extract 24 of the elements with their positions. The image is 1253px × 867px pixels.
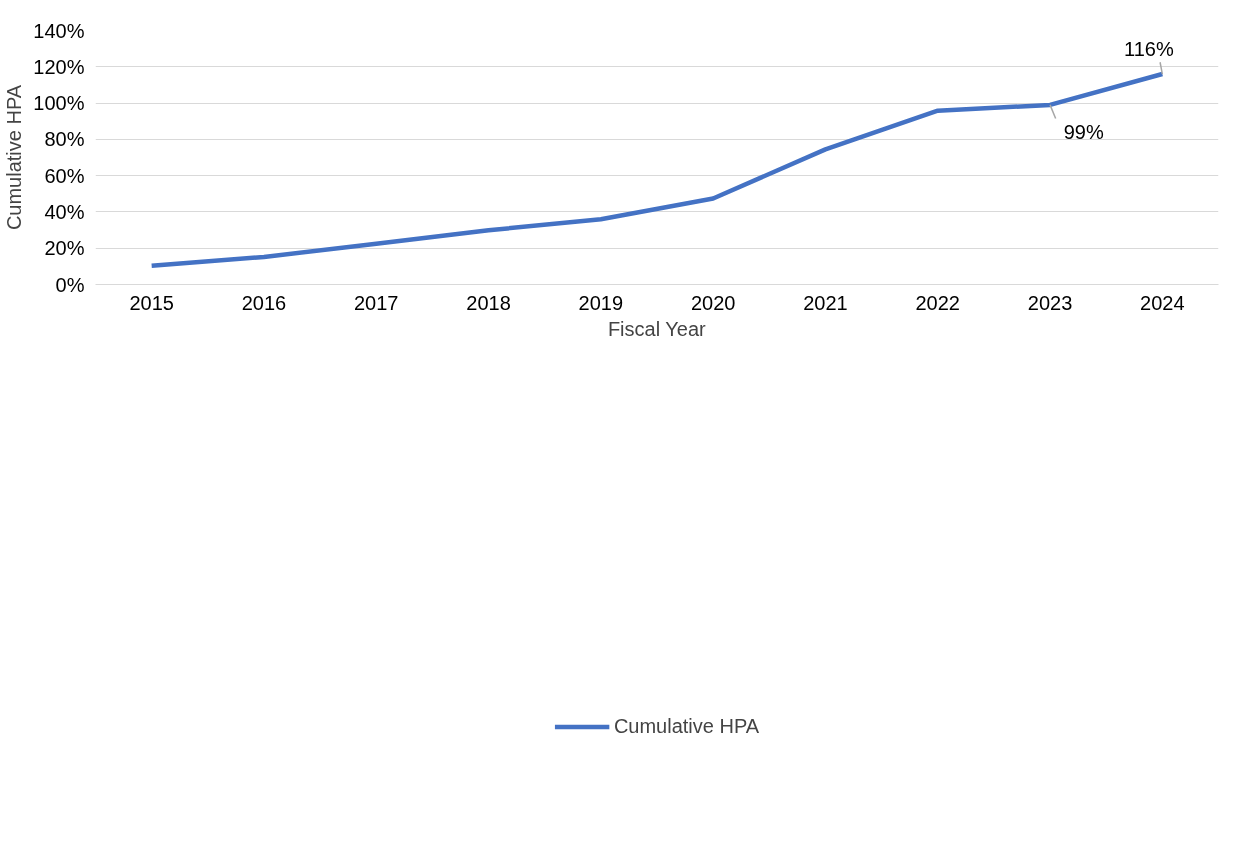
y-tick-label: 120% [33, 55, 85, 78]
data-label: 99% [1063, 121, 1104, 144]
y-tick-label: 40% [44, 200, 85, 223]
x-tick-label: 2016 [241, 291, 287, 314]
x-tick-label: 2017 [354, 291, 399, 314]
y-tick-label: 140% [33, 19, 85, 42]
y-tick-label: 20% [44, 237, 85, 260]
x-tick-label: 2020 [690, 291, 736, 314]
x-tick-label: 2019 [578, 291, 624, 314]
x-tick-label: 2024 [1140, 291, 1185, 314]
y-tick-label: 100% [33, 92, 85, 115]
y-tick-label: 80% [44, 128, 85, 151]
y-tick-label: 60% [44, 164, 85, 187]
y-axis-title: Cumulative HPA [3, 84, 26, 231]
x-tick-label: 2023 [1027, 291, 1073, 314]
line-series [149, 71, 1165, 269]
x-tick-label: 2022 [915, 291, 960, 314]
x-tick-label: 2021 [803, 291, 848, 314]
legend-label: Cumulative HPA [613, 714, 760, 738]
y-tick-label: 0% [55, 273, 85, 296]
x-axis-title: Fiscal Year [607, 317, 707, 340]
x-tick-label: 2015 [129, 291, 174, 314]
data-label: 116% [1124, 37, 1174, 60]
x-tick-label: 2018 [466, 291, 511, 314]
